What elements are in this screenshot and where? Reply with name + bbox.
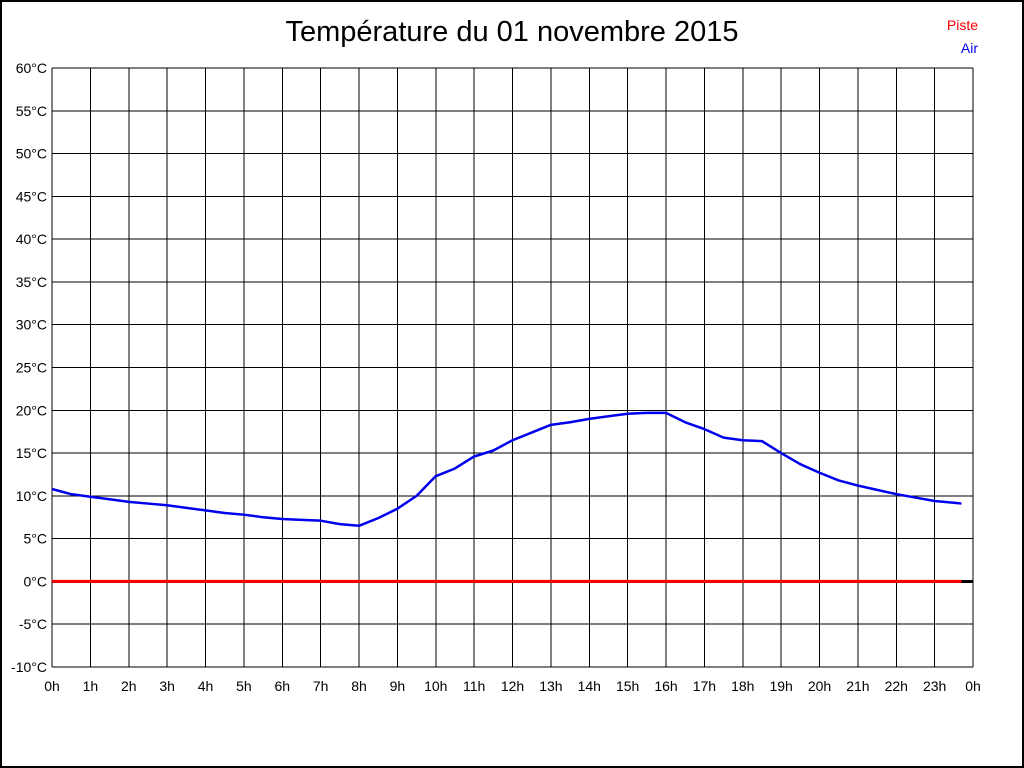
y-axis-tick-label: 20°C [16, 402, 47, 418]
x-axis-tick-label: 13h [539, 678, 562, 694]
y-axis-tick-label: 40°C [16, 231, 47, 247]
x-axis-tick-label: 22h [885, 678, 908, 694]
x-axis-tick-label: 11h [463, 678, 485, 694]
legend-item-piste: Piste [946, 17, 978, 33]
x-axis-tick-label: 0h [965, 678, 981, 694]
y-axis-tick-label: 60°C [16, 60, 47, 76]
x-axis-tick-label: 14h [578, 678, 601, 694]
y-axis-tick-label: -5°C [19, 616, 47, 632]
chart-title: Température du 01 novembre 2015 [285, 16, 739, 48]
legend-item-air: Air [960, 40, 978, 56]
y-axis-tick-label: 25°C [16, 360, 47, 376]
x-axis-tick-label: 15h [616, 678, 639, 694]
y-axis-tick-label: 10°C [16, 488, 47, 504]
x-axis-tick-label: 19h [769, 678, 792, 694]
x-axis-tick-label: 16h [654, 678, 677, 694]
y-axis-tick-label: 30°C [16, 317, 47, 333]
y-axis-tick-label: 0°C [24, 573, 48, 589]
y-axis-tick-label: 45°C [16, 188, 47, 204]
x-axis-tick-label: 20h [808, 678, 831, 694]
y-axis-tick-label: 15°C [16, 445, 47, 461]
x-axis-tick-label: 0h [44, 678, 60, 694]
chart-legend: Piste Air [947, 14, 978, 60]
x-axis-tick-label: 7h [313, 678, 329, 694]
x-axis-tick-label: 1h [83, 678, 99, 694]
x-axis-tick-label: 9h [390, 678, 406, 694]
y-axis-tick-label: 5°C [24, 531, 48, 547]
x-axis-tick-label: 10h [424, 678, 447, 694]
y-axis-tick-label: 50°C [16, 146, 47, 162]
series-air-line [51, 411, 962, 528]
y-axis-tick-label: 35°C [16, 274, 47, 290]
x-axis-tick-label: 23h [923, 678, 946, 694]
y-axis-tick-label: -10°C [11, 659, 47, 675]
x-axis-tick-label: 8h [351, 678, 367, 694]
x-axis-tick-label: 12h [501, 678, 524, 694]
x-axis-tick-label: 2h [121, 678, 137, 694]
x-axis-tick-label: 3h [159, 678, 175, 694]
x-axis-tick-label: 21h [846, 678, 869, 694]
x-axis-tick-label: 6h [274, 678, 290, 694]
x-axis-tick-label: 5h [236, 678, 252, 694]
x-axis-tick-label: 18h [731, 678, 754, 694]
x-axis-tick-label: 4h [198, 678, 214, 694]
x-axis-tick-label: 17h [693, 678, 716, 694]
y-axis-tick-label: 55°C [16, 103, 47, 119]
